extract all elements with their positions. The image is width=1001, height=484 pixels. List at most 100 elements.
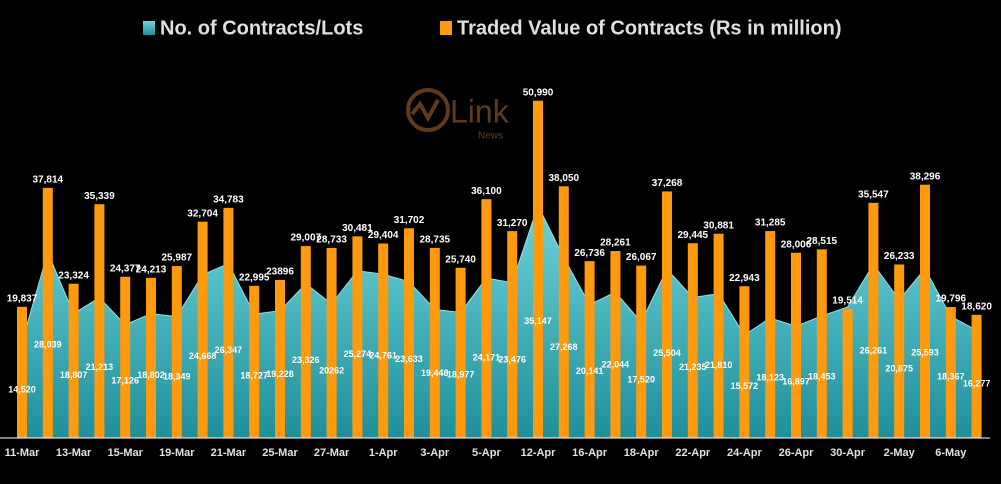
bar-value-label: 25,987 <box>162 253 193 264</box>
logo-text: Link <box>450 93 510 129</box>
bar <box>120 276 131 438</box>
bar-value-label: 28,261 <box>600 238 631 249</box>
bar-value-label: 35,339 <box>84 191 115 202</box>
x-tick-label: 24-Apr <box>727 447 763 459</box>
bar-value-label: 28,006 <box>781 239 812 250</box>
area-value-label: 18,453 <box>808 371 836 381</box>
area-value-label: 18,807 <box>60 370 88 380</box>
bar <box>791 252 801 438</box>
x-tick-label: 19-Mar <box>159 447 195 459</box>
bar-value-label: 28,735 <box>420 235 451 246</box>
x-tick-label: 16-Apr <box>572 447 608 459</box>
area-value-label: 23,633 <box>395 354 423 364</box>
bar <box>739 286 750 438</box>
area-value-label: 24,668 <box>189 351 217 361</box>
area-value-label: 19,228 <box>266 369 294 379</box>
area-value-label: 22,044 <box>602 359 630 369</box>
area-value-label: 25,274 <box>344 349 372 359</box>
bar <box>636 265 647 438</box>
bar <box>326 247 337 438</box>
bar-value-label: 26,067 <box>626 252 657 263</box>
x-tick-label: 15-Mar <box>107 447 143 459</box>
bar <box>507 231 518 438</box>
bar-value-label: 19,514 <box>832 296 863 307</box>
x-tick-label: 13-Mar <box>56 447 92 459</box>
area-value-label: 14,520 <box>8 384 36 394</box>
area-value-label: 21,810 <box>705 360 733 370</box>
bar <box>971 314 982 438</box>
x-tick-label: 22-Apr <box>675 447 711 459</box>
bar <box>481 199 492 438</box>
bar-value-label: 26,736 <box>574 248 605 259</box>
bar-value-label: 23,324 <box>58 270 89 281</box>
bar <box>455 267 466 438</box>
bar <box>197 221 208 438</box>
x-tick-label: 30-Apr <box>830 447 866 459</box>
x-tick-label: 21-Mar <box>211 447 247 459</box>
bar-value-label: 31,285 <box>755 218 786 229</box>
x-tick-label: 18-Apr <box>624 447 660 459</box>
x-tick-label: 11-Mar <box>5 447 41 459</box>
bar <box>894 264 905 438</box>
area-value-label: 26,261 <box>860 346 888 356</box>
bar-value-label: 32,704 <box>187 208 218 219</box>
bar <box>17 306 27 438</box>
bar <box>945 307 956 438</box>
legend-label: Traded Value of Contracts (Rs in million… <box>457 17 842 39</box>
area-value-label: 23,326 <box>292 355 320 365</box>
bar-value-label: 28,733 <box>316 235 347 246</box>
area-value-label: 26,347 <box>215 345 243 355</box>
area-value-label: 18,123 <box>756 372 784 382</box>
area-value-label: 20,141 <box>576 366 604 376</box>
bar-value-label: 24,213 <box>136 264 167 275</box>
bar-value-label: 38,050 <box>549 173 580 184</box>
bar-value-label: 19,796 <box>936 294 967 305</box>
bar-value-label: 28,515 <box>807 236 838 247</box>
bar <box>558 186 569 438</box>
bar-value-label: 37,268 <box>652 178 683 189</box>
bar <box>662 191 672 438</box>
area-value-label: 25,593 <box>911 348 939 358</box>
x-tick-label: 5-Apr <box>472 447 501 459</box>
bar-value-label: 50,990 <box>523 87 554 98</box>
bar-value-label: 24,377 <box>110 263 141 274</box>
bar-value-label: 29,007 <box>291 233 322 244</box>
area-value-label: 19,448 <box>421 368 449 378</box>
bar <box>920 184 930 438</box>
bar <box>171 266 182 438</box>
bar-value-label: 18,620 <box>961 301 992 312</box>
bar <box>249 285 260 438</box>
bar-value-label: 25,740 <box>445 254 476 265</box>
area-value-label: 35,147 <box>524 316 552 326</box>
bar-value-label: 31,702 <box>394 215 425 226</box>
x-tick-label: 2-May <box>884 447 916 459</box>
bar <box>352 236 363 438</box>
bar-value-label: 19,837 <box>7 293 38 304</box>
x-tick-label: 26-Apr <box>779 447 815 459</box>
x-tick-label: 12-Apr <box>521 447 557 459</box>
area-value-label: 24,761 <box>369 350 397 360</box>
bar-value-label: 30,481 <box>342 223 373 234</box>
bar <box>765 231 776 438</box>
area-value-label: 18,367 <box>937 372 965 382</box>
bar <box>713 233 724 438</box>
bar-value-label: 34,783 <box>213 195 244 206</box>
logo-zigzag <box>410 99 440 123</box>
bar <box>378 243 389 438</box>
area-value-label: 18,349 <box>163 372 191 382</box>
area-value-label: 18,727 <box>240 370 268 380</box>
bar <box>275 279 285 438</box>
bar-value-label: 29,404 <box>368 230 399 241</box>
area-value-label: 18,977 <box>447 370 475 380</box>
bar-value-label: 26,233 <box>884 251 915 262</box>
bar-value-label: 30,881 <box>703 220 734 231</box>
bar <box>868 202 879 438</box>
legend-swatch <box>440 21 452 35</box>
bar-value-label: 35,547 <box>858 189 889 200</box>
bar <box>223 207 234 438</box>
bar <box>146 277 156 438</box>
bar-value-label: 29,445 <box>678 230 709 241</box>
logo-sub: News <box>478 131 503 142</box>
bar <box>584 261 595 438</box>
